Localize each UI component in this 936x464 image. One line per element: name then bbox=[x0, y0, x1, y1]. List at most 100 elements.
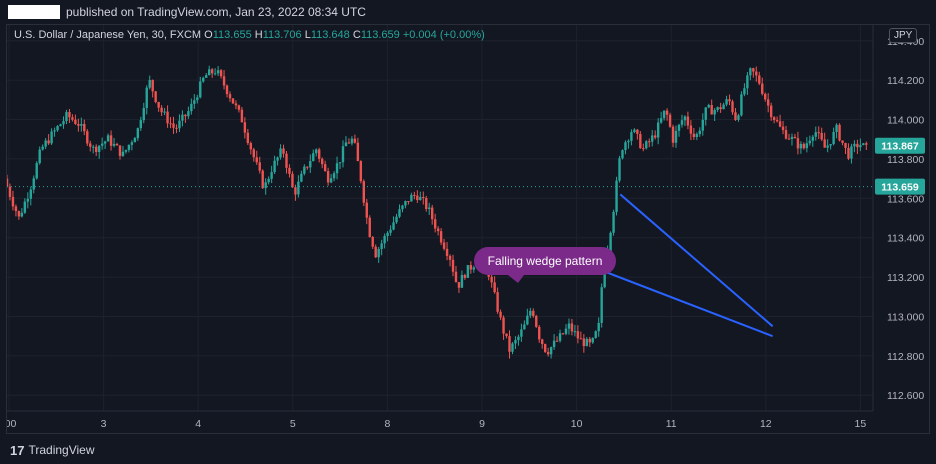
candle-body bbox=[332, 173, 336, 179]
x-tick-label: 8 bbox=[384, 418, 390, 430]
chart-svg[interactable]: 112.600 112.800 113.000 113.200 113.400 113.6… bbox=[7, 25, 929, 433]
candle-body bbox=[255, 157, 258, 163]
open-value: 113.655 bbox=[212, 29, 252, 41]
tradingview-brand: TradingView bbox=[28, 443, 95, 457]
candle-body bbox=[490, 276, 493, 283]
candle-body bbox=[811, 136, 814, 141]
candle-body bbox=[392, 222, 395, 230]
candle-body bbox=[683, 116, 687, 121]
candle-body bbox=[154, 91, 157, 102]
candle-body bbox=[291, 173, 294, 188]
candle-body bbox=[207, 69, 211, 76]
candle-body bbox=[737, 115, 740, 120]
price-tag-bg bbox=[875, 178, 925, 195]
candle-body bbox=[416, 195, 419, 201]
candle-body bbox=[439, 231, 443, 243]
candle-body bbox=[588, 338, 591, 343]
candle-body bbox=[157, 101, 160, 108]
candle-body bbox=[511, 343, 514, 352]
y-tick-label: 113.000 bbox=[887, 311, 924, 323]
candle-body bbox=[142, 107, 145, 121]
candle-body bbox=[716, 107, 719, 110]
candle-body bbox=[775, 120, 779, 122]
annotation-pointer bbox=[508, 275, 524, 283]
candle-body bbox=[303, 166, 306, 174]
low-value: 113.648 bbox=[310, 29, 350, 41]
candle-body bbox=[166, 111, 169, 124]
candle-body bbox=[213, 73, 217, 75]
currency-badge[interactable]: JPY bbox=[889, 28, 918, 43]
candle-body bbox=[175, 127, 178, 129]
annotation-bubble bbox=[474, 247, 616, 275]
candle-body bbox=[80, 123, 83, 126]
candle-body bbox=[707, 105, 710, 108]
candle-body bbox=[368, 217, 371, 238]
candle-body bbox=[371, 237, 374, 247]
candle-body bbox=[832, 131, 835, 145]
candle-body bbox=[585, 338, 589, 347]
candle-body bbox=[326, 171, 330, 183]
candle-body bbox=[422, 196, 425, 199]
candle-body bbox=[686, 116, 690, 126]
header-bar: published on TradingView.com, Jan 23, 20… bbox=[0, 0, 936, 24]
candle-body bbox=[740, 94, 743, 116]
candle-body bbox=[853, 143, 856, 147]
candle-body bbox=[249, 143, 253, 150]
candle-body bbox=[17, 211, 21, 217]
candle-body bbox=[335, 163, 339, 174]
candle-body bbox=[237, 105, 241, 110]
x-tick-label: 5 bbox=[290, 418, 296, 430]
symbol-label: U.S. Dollar / Japanese Yen, 30, FXCM bbox=[14, 29, 202, 41]
candle-body bbox=[288, 167, 291, 174]
candle-body bbox=[677, 124, 681, 131]
candle-body bbox=[121, 151, 125, 156]
candle-body bbox=[722, 104, 725, 110]
candle-body bbox=[823, 139, 826, 148]
candle-body bbox=[53, 130, 56, 132]
x-tick-label: 10 bbox=[571, 418, 583, 430]
candle-body bbox=[270, 172, 273, 179]
annotation-text: Falling wedge pattern bbox=[488, 254, 603, 268]
change-value: +0.004 (+0.00%) bbox=[402, 29, 485, 41]
candle-body bbox=[761, 83, 764, 94]
footer: 17 TradingView bbox=[0, 436, 936, 464]
candle-body bbox=[282, 148, 285, 154]
candle-body bbox=[829, 144, 832, 146]
candle-body bbox=[704, 107, 707, 120]
candle-body bbox=[671, 126, 675, 143]
candle-body bbox=[7, 178, 9, 187]
candle-body bbox=[83, 123, 86, 132]
candle-body bbox=[32, 178, 35, 190]
candle-body bbox=[764, 93, 767, 100]
candle-body bbox=[68, 112, 71, 118]
candle-body bbox=[814, 132, 817, 137]
candle-body bbox=[410, 194, 413, 202]
candle-body bbox=[50, 131, 53, 144]
candle-body bbox=[273, 160, 276, 173]
candle-body bbox=[451, 259, 455, 272]
candle-body bbox=[698, 130, 701, 135]
candle-body bbox=[62, 121, 65, 125]
close-label: C bbox=[352, 29, 361, 41]
candle-body bbox=[579, 338, 583, 340]
candle-body bbox=[8, 186, 12, 197]
candle-body bbox=[597, 322, 600, 332]
candle-body bbox=[11, 196, 15, 207]
candle-body bbox=[844, 142, 847, 148]
price-tag-label: 113.659 bbox=[881, 182, 919, 194]
candle-body bbox=[353, 138, 357, 143]
candle-body bbox=[653, 135, 657, 138]
candle-body bbox=[234, 103, 238, 106]
x-tick-label: 3 bbox=[101, 418, 107, 430]
candle-body bbox=[433, 219, 437, 229]
candle-body bbox=[558, 333, 562, 341]
candle-body bbox=[790, 136, 794, 139]
candle-body bbox=[350, 138, 354, 144]
candle-body bbox=[755, 71, 758, 76]
candle-body bbox=[508, 336, 511, 352]
candle-body bbox=[178, 120, 181, 129]
candle-body bbox=[576, 331, 580, 339]
candle-body bbox=[710, 105, 713, 115]
candle-body bbox=[859, 145, 862, 148]
legend: U.S. Dollar / Japanese Yen, 30, FXCM O11… bbox=[14, 29, 485, 41]
